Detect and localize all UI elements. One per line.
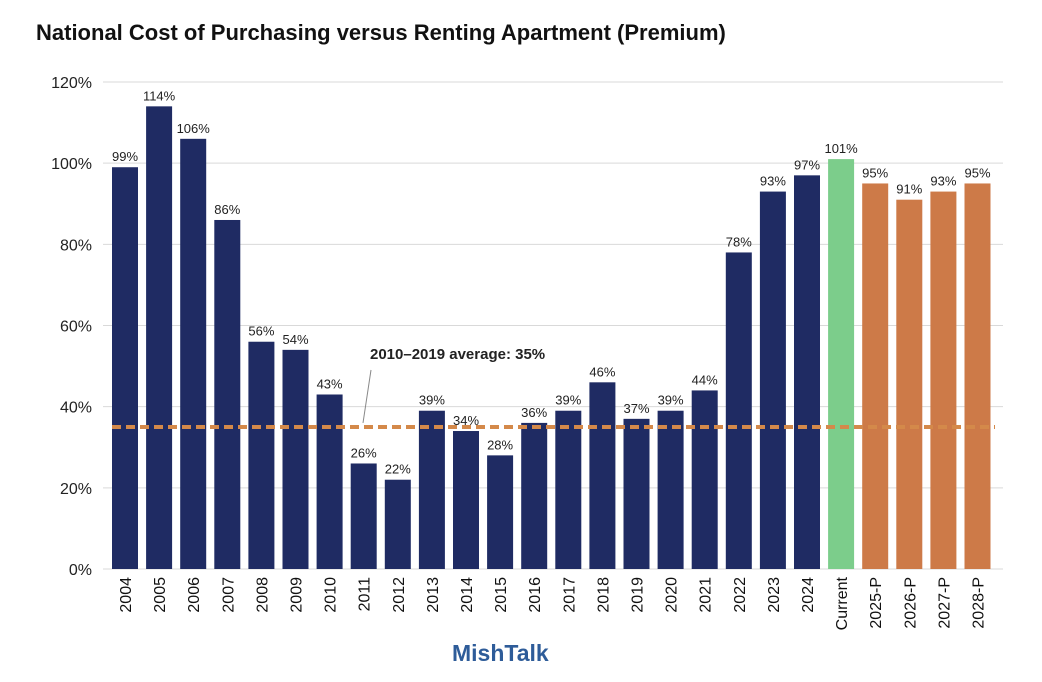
bar-2006 [180, 138, 207, 570]
x-tick-label: 2014 [459, 577, 476, 613]
x-tick-label: 2027-P [936, 577, 953, 629]
x-tick-label: 2022 [732, 577, 749, 613]
data-label: 95% [964, 165, 990, 180]
bar-2013 [418, 410, 445, 569]
data-label: 36% [521, 405, 547, 420]
data-label: 22% [385, 462, 411, 477]
data-label: 86% [214, 202, 240, 217]
data-label: 91% [896, 182, 922, 197]
x-tick-label: 2005 [152, 577, 169, 613]
data-label: 106% [177, 121, 211, 136]
bars [112, 106, 991, 570]
bar-2019 [623, 418, 650, 569]
bar-2009 [282, 349, 309, 569]
y-tick-label: 80% [60, 237, 92, 254]
x-tick-label: 2010 [323, 577, 340, 613]
bar-2028-p [964, 183, 991, 570]
bar-2025-p [862, 183, 889, 570]
data-label: 43% [317, 376, 343, 391]
data-labels: 99% 114% 106% 86% 56% 54% 43% 26% 22% 39% 34% 28% 36… [112, 88, 991, 476]
x-tick-label: 2015 [493, 577, 510, 613]
x-tick-label: 2004 [118, 577, 135, 613]
y-tick-label: 60% [60, 319, 92, 336]
x-tick-label: Current [834, 576, 851, 630]
data-label: 39% [658, 393, 684, 408]
data-label: 56% [248, 324, 274, 339]
x-tick-label: 2023 [766, 577, 783, 613]
average-annotation-leader [362, 369, 372, 424]
bar-2018 [589, 382, 616, 569]
data-label: 39% [555, 393, 581, 408]
x-tick-label: 2016 [527, 577, 544, 613]
x-tick-label: 2011 [357, 577, 374, 612]
y-tick-label: 0% [69, 562, 92, 579]
x-tick-label: 2012 [391, 577, 408, 613]
x-tick-label: 2024 [800, 577, 817, 613]
x-tick-label: 2021 [698, 577, 715, 613]
bar-2014 [453, 431, 479, 569]
x-tick-label: 2018 [595, 577, 612, 613]
bar-2026-p [896, 199, 923, 570]
data-label: 114% [143, 88, 176, 103]
bar-2027-p [930, 191, 957, 569]
bar-2008 [248, 341, 275, 569]
x-tick-label: 2017 [561, 577, 578, 613]
x-tick-label: 2025-P [868, 577, 885, 629]
x-tick-label: 2013 [425, 577, 442, 613]
chart-title: National Cost of Purchasing versus Renti… [36, 20, 726, 45]
bar-current [828, 159, 855, 569]
bar-2010 [316, 394, 343, 569]
data-label: 93% [760, 174, 786, 189]
x-axis-ticks: 2004 2005 2006 2007 2008 2009 2010 2011 2012 2013… [118, 576, 988, 630]
data-label: 39% [419, 393, 445, 408]
data-label: 93% [930, 174, 956, 189]
bar-2015 [487, 455, 514, 569]
y-tick-label: 20% [60, 481, 92, 498]
bar-2011 [350, 463, 377, 569]
average-line-label: 2010–2019 average: 35% [370, 346, 545, 363]
data-label: 26% [351, 445, 377, 460]
watermark: MishTalk [452, 640, 549, 666]
data-label: 28% [487, 437, 513, 452]
bar-2012 [384, 479, 411, 569]
x-tick-label: 2008 [254, 577, 271, 613]
data-label: 46% [589, 364, 615, 379]
bar-2017 [555, 410, 582, 569]
data-label: 99% [112, 149, 138, 164]
bar-2020 [657, 410, 684, 569]
y-tick-label: 120% [51, 75, 92, 92]
bar-2004 [112, 167, 138, 569]
y-axis-ticks: 0% 20% 40% 60% 80% 100% 120% [51, 75, 92, 579]
average-line-group: 2010–2019 average: 35% [112, 346, 995, 429]
data-label: 78% [726, 234, 752, 249]
x-tick-label: 2028-P [971, 577, 988, 629]
bar-2023 [759, 191, 786, 569]
bar-2007 [214, 219, 241, 569]
data-label: 44% [692, 372, 718, 387]
data-label: 97% [794, 157, 820, 172]
x-tick-label: 2006 [186, 577, 203, 613]
bar-2005 [146, 106, 173, 569]
bar-2024 [794, 175, 820, 569]
data-label: 34% [453, 413, 479, 428]
data-label: 37% [623, 401, 649, 416]
bar-2016 [521, 422, 548, 569]
data-label: 101% [824, 141, 858, 156]
data-label: 54% [282, 332, 308, 347]
bar-2022 [725, 252, 752, 569]
x-tick-label: 2026-P [902, 577, 919, 629]
x-tick-label: 2009 [289, 577, 306, 613]
x-tick-label: 2007 [220, 577, 237, 613]
bar-2021 [691, 390, 718, 569]
x-tick-label: 2019 [630, 577, 647, 613]
y-tick-label: 100% [51, 156, 92, 173]
data-label: 95% [862, 165, 888, 180]
y-tick-label: 40% [60, 400, 92, 417]
x-tick-label: 2020 [664, 577, 681, 613]
